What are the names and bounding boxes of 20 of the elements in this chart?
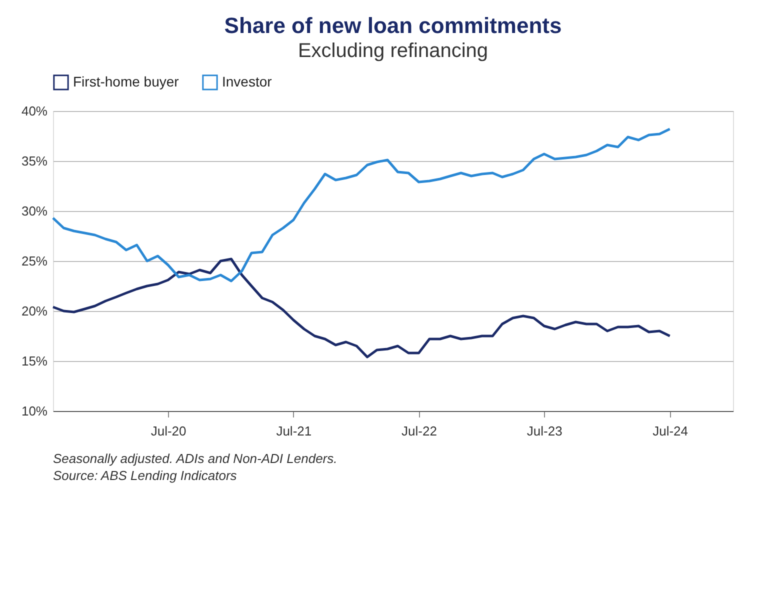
x-tick-label: Jul-24 <box>652 424 688 438</box>
y-tick-label: 10% <box>21 404 48 418</box>
x-tick-label: Jul-20 <box>150 424 186 438</box>
y-tick-label: 35% <box>21 154 48 168</box>
line-series <box>52 128 672 282</box>
legend-label: Investor <box>222 73 272 90</box>
y-tick-label: 20% <box>21 304 48 318</box>
x-tick-label: Jul-23 <box>526 424 562 438</box>
y-tick-label: 40% <box>21 104 48 118</box>
x-tick-label: Jul-22 <box>402 424 437 438</box>
chart-subtitle: Excluding refinancing <box>298 40 488 62</box>
legend-label: First-home buyer <box>73 73 180 90</box>
x-tick-label: Jul-21 <box>276 424 312 438</box>
source-note: Source: ABS Lending Indicators <box>53 468 238 483</box>
chart-title: Share of new loan commitments <box>224 13 562 38</box>
y-tick-label: 15% <box>21 354 48 368</box>
line-series <box>52 258 672 358</box>
y-tick-label: 30% <box>21 204 48 218</box>
y-tick-label: 25% <box>21 254 48 268</box>
text: Seasonally adjusted. ADIs and Non-ADI Lenders. <box>53 451 338 466</box>
